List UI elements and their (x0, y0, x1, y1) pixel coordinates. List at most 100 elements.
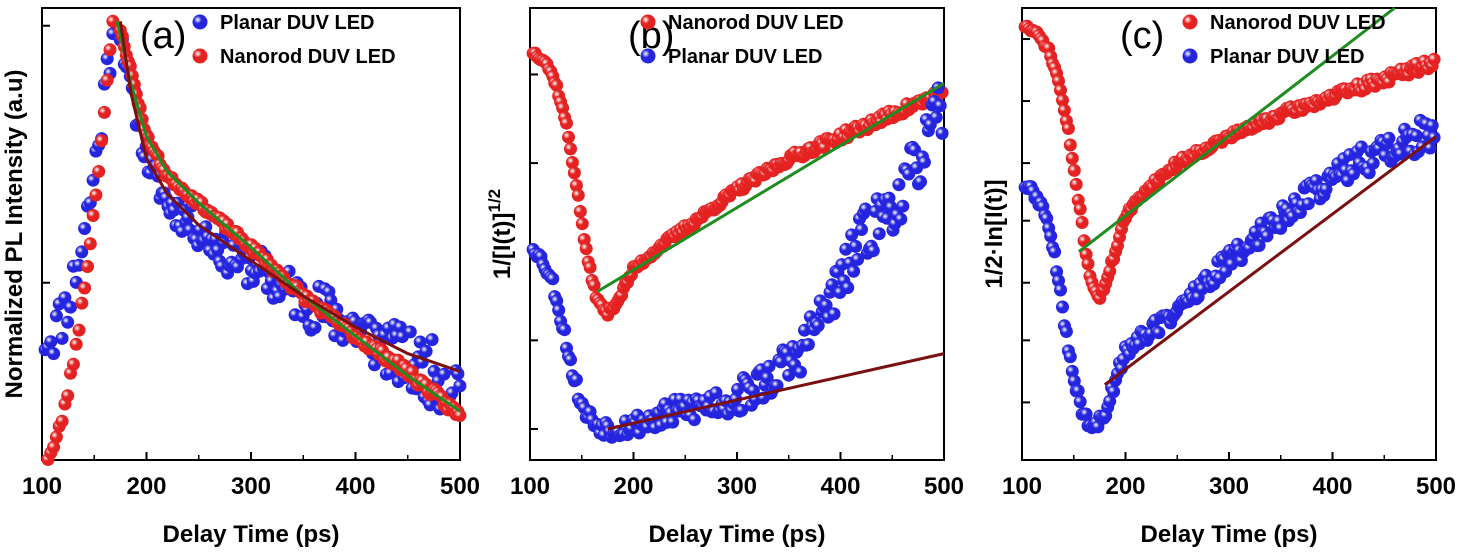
data-point (75, 296, 89, 310)
data-point (1067, 374, 1081, 388)
data-point (75, 245, 89, 259)
data-point (95, 134, 109, 148)
data-point (86, 209, 100, 222)
data-point (1069, 177, 1083, 191)
data-point (1366, 156, 1380, 170)
fit-line-1 (118, 21, 461, 373)
data-point (587, 278, 601, 292)
data-point (47, 440, 61, 454)
data-point (1260, 229, 1274, 243)
x-tick-label: 400 (1312, 473, 1352, 500)
data-point (106, 14, 120, 28)
legend-label: Planar DUV LED (1210, 46, 1364, 68)
panel-b: 100 200 300 400 500 Delay Time (ps) 1/[I(t)]1/… (485, 7, 964, 548)
data-point (83, 237, 97, 251)
data-point (453, 409, 467, 422)
data-point (546, 272, 560, 286)
data-point (55, 331, 69, 345)
x-tick-label: 500 (1416, 473, 1456, 500)
data-point (1063, 138, 1077, 152)
data-point (453, 379, 467, 393)
data-point (61, 315, 75, 329)
fit-line-1 (607, 352, 945, 431)
legend-marker (640, 14, 656, 30)
x-tick-label: 300 (231, 473, 271, 500)
data-point (1057, 103, 1071, 117)
data-point (562, 130, 575, 144)
data-point (1065, 151, 1079, 165)
series-1-points (1018, 113, 1441, 435)
legend-label: Planar DUV LED (668, 46, 822, 68)
data-point (61, 389, 75, 403)
data-point (558, 323, 572, 337)
data-point (552, 303, 566, 317)
data-point (1347, 167, 1360, 181)
series-0-points (1018, 19, 1441, 305)
data-point (44, 335, 58, 349)
data-point (1152, 326, 1166, 340)
data-point (49, 430, 63, 444)
data-point (64, 300, 77, 314)
data-point (929, 110, 943, 124)
x-tick-label: 500 (440, 473, 480, 500)
data-point (896, 199, 910, 213)
x-axis-title: Delay Time (ps) (163, 521, 340, 548)
data-point (1354, 140, 1368, 154)
data-point (1056, 93, 1069, 107)
data-point (1040, 211, 1054, 225)
data-point (575, 217, 589, 231)
data-point (583, 260, 597, 274)
data-point (199, 220, 213, 234)
data-point (368, 358, 381, 372)
y-axis-title-text: 1/[I(t)] (489, 212, 516, 279)
data-point (425, 333, 439, 347)
x-tick-label: 200 (126, 473, 166, 500)
data-point (569, 373, 583, 387)
y-axis-title: Normalized PL Intensity (a.u) (1, 70, 28, 399)
data-point (579, 242, 593, 256)
data-point (550, 78, 564, 92)
data-point (1382, 131, 1396, 145)
y-axis-title: 1/[I(t)]1/2 (485, 189, 516, 279)
x-tick-label: 100 (1002, 473, 1042, 500)
x-tick-label: 100 (510, 473, 550, 500)
data-point (49, 309, 63, 323)
legend: Nanorod DUV LED Planar DUV LED (640, 12, 844, 68)
legend-marker (192, 48, 208, 64)
data-point (403, 325, 417, 339)
data-point (1044, 229, 1058, 243)
x-tick-label: 200 (1105, 473, 1145, 500)
data-point (81, 260, 94, 273)
data-point (567, 166, 581, 180)
data-point (933, 99, 947, 113)
data-point (1274, 221, 1288, 235)
data-point (1071, 384, 1085, 398)
data-point (97, 105, 111, 119)
x-axis-title: Delay Time (ps) (649, 521, 826, 548)
data-point (866, 244, 880, 258)
series-1-points (526, 81, 949, 444)
data-point (89, 188, 103, 202)
data-point (103, 43, 117, 57)
legend-label: Nanorod DUV LED (668, 12, 844, 34)
data-point (709, 386, 723, 400)
legend-marker (1182, 48, 1198, 64)
data-point (92, 165, 106, 178)
data-point (565, 156, 579, 169)
data-point (308, 321, 322, 335)
data-point (774, 355, 788, 369)
data-point (845, 228, 859, 242)
data-point (839, 242, 853, 256)
data-point (1048, 245, 1062, 259)
data-point (794, 365, 807, 379)
data-point (1319, 182, 1333, 196)
data-point (1081, 257, 1095, 271)
legend-label: Planar DUV LED (220, 12, 374, 34)
data-point (69, 337, 83, 351)
data-point (811, 319, 825, 333)
data-point (855, 223, 868, 236)
data-point (1056, 300, 1069, 314)
data-point (1067, 163, 1081, 177)
data-point (1054, 83, 1067, 97)
data-point (760, 371, 774, 385)
